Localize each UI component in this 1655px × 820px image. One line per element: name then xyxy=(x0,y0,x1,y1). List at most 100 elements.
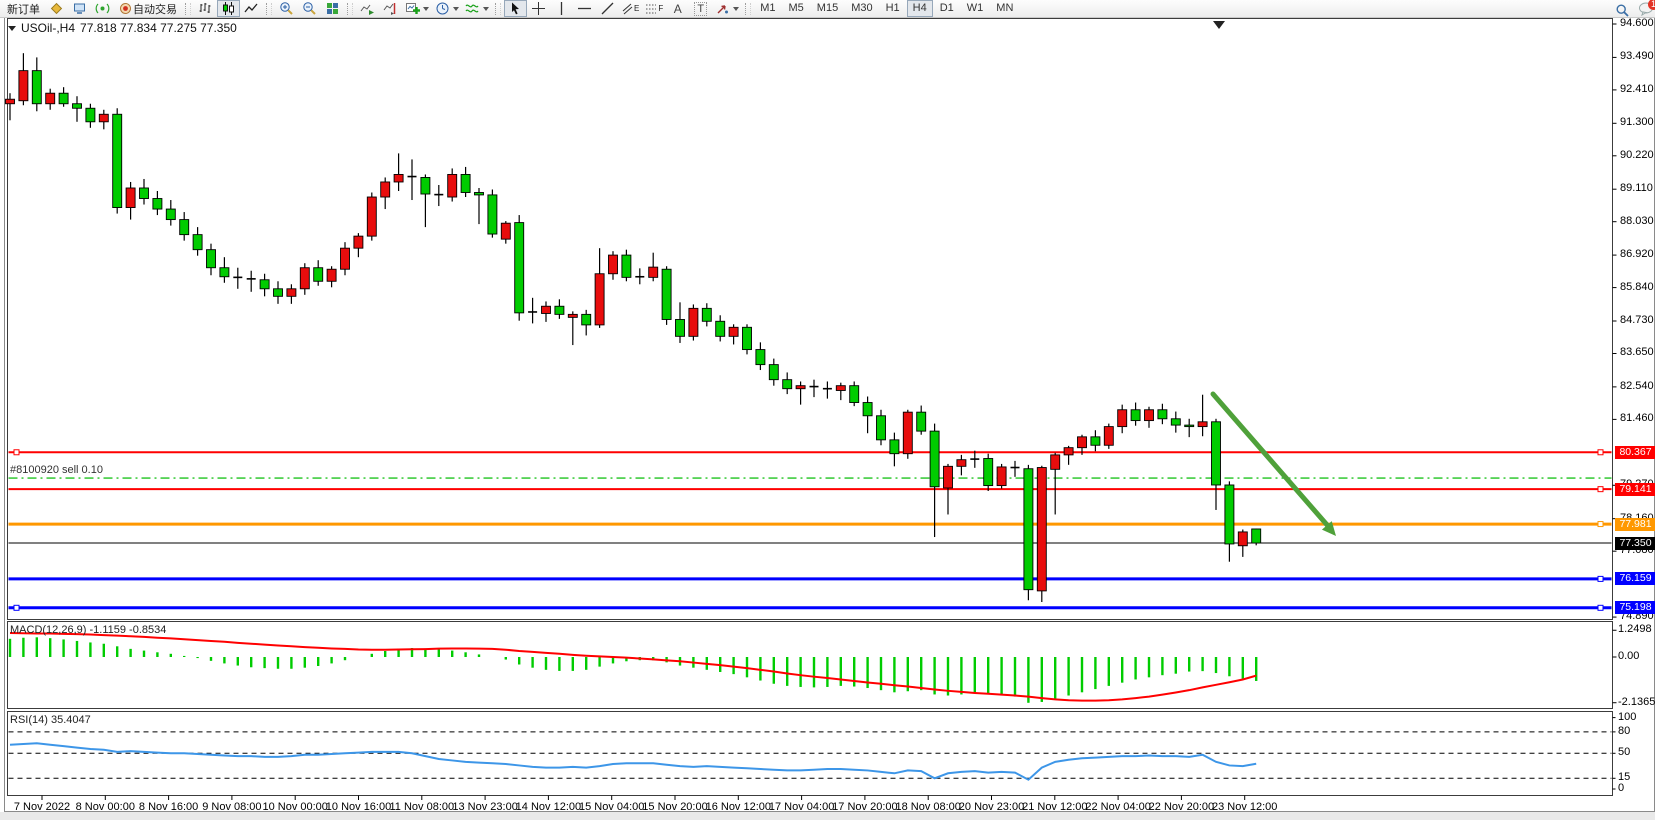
new-chart-icon xyxy=(406,3,420,14)
autotrading-label: 自动交易 xyxy=(133,3,177,16)
profiles-button[interactable] xyxy=(432,0,462,17)
radar-icon xyxy=(95,3,110,14)
price-axis-label: 86.920 xyxy=(1620,248,1654,261)
candlestick-view-button[interactable] xyxy=(217,0,240,17)
time-axis-label: 10 Nov 16:00 xyxy=(325,801,392,813)
vertical-line-tool-button[interactable] xyxy=(550,0,573,17)
macd-axis-label: 1.2498 xyxy=(1618,623,1652,636)
price-axis-label: 94.600 xyxy=(1620,17,1654,29)
timeframe-mn[interactable]: MN xyxy=(996,2,1014,14)
rsi-name: RSI(14) xyxy=(10,714,48,726)
tile-windows-icon xyxy=(327,3,338,14)
timeframe-h4[interactable]: H4 xyxy=(906,0,933,17)
time-axis-label: 15 Nov 04:00 xyxy=(578,801,645,813)
timeframe-m15[interactable]: M15 xyxy=(816,2,839,14)
price-level-badge: 77.981 xyxy=(1615,517,1655,531)
symbols-icon[interactable] xyxy=(45,0,68,17)
new-order-button[interactable]: 新订单 xyxy=(2,1,45,16)
horizontal-line-tool-button[interactable] xyxy=(573,0,596,17)
new-chart-button[interactable] xyxy=(402,0,432,17)
fibonacci-tool-button[interactable]: F xyxy=(642,0,666,17)
market-watch-icon[interactable] xyxy=(68,0,91,17)
label-tool-letter: T xyxy=(694,1,708,16)
price-axis-label: 90.220 xyxy=(1620,148,1654,161)
macd-label: MACD(12,26,9) -1.1159 -0.8534 xyxy=(10,624,166,636)
tile-windows-button[interactable] xyxy=(321,0,344,17)
timeframe-h1[interactable]: H1 xyxy=(885,2,900,14)
arrows-tool-button[interactable] xyxy=(712,0,742,17)
toolbar-grip xyxy=(185,2,191,15)
auto-scroll-button[interactable] xyxy=(356,0,379,17)
notifications-button[interactable]: 1 xyxy=(1638,0,1655,19)
macd-axis-label: -2.1365 xyxy=(1618,695,1655,708)
autotrading-button[interactable]: 自动交易 xyxy=(114,1,182,16)
toolbar-grip xyxy=(495,2,501,15)
time-axis-label: 21 Nov 12:00 xyxy=(1022,801,1088,813)
channel-icon xyxy=(622,3,633,15)
chart-shift-button[interactable] xyxy=(379,0,402,17)
timeframe-m30[interactable]: M30 xyxy=(851,2,873,14)
price-axis-label: 85.840 xyxy=(1620,280,1654,293)
channel-tool-button[interactable]: E xyxy=(619,0,642,17)
trendline-tool-button[interactable] xyxy=(596,0,619,17)
timeframe-d1[interactable]: D1 xyxy=(939,2,954,14)
trendline-icon xyxy=(601,2,614,15)
line-chart-view-button[interactable] xyxy=(240,0,263,17)
bar-chart-view-button[interactable] xyxy=(194,0,217,17)
price-axis-label: 89.110 xyxy=(1620,182,1653,195)
time-axis-label: 23 Nov 12:00 xyxy=(1211,801,1278,813)
macd-name: MACD(12,26,9) xyxy=(10,624,87,636)
time-axis-label: 9 Nov 08:00 xyxy=(202,801,262,813)
toolbar-grip xyxy=(347,2,353,15)
toolbar-grip xyxy=(745,2,752,15)
price-level-badge: 80.367 xyxy=(1615,445,1655,459)
search-icon xyxy=(1616,3,1629,17)
clock-icon xyxy=(436,2,449,15)
line-chart-icon xyxy=(244,3,258,13)
rsi-label: RSI(14) 35.4047 xyxy=(10,714,91,726)
time-axis-label: 20 Nov 23:00 xyxy=(958,801,1025,813)
bar-chart-icon xyxy=(199,3,211,13)
fibonacci-letter: F xyxy=(658,4,664,13)
price-axis-label: 82.540 xyxy=(1620,379,1654,392)
price-level-badge: 75.198 xyxy=(1615,601,1655,615)
zoom-out-button[interactable] xyxy=(298,0,321,17)
autotrading-icon xyxy=(120,3,131,14)
rsi-axis-label: 50 xyxy=(1618,746,1631,759)
crosshair-icon xyxy=(532,2,545,15)
timeframe-m1[interactable]: M1 xyxy=(760,2,776,14)
text-tool-button[interactable]: A xyxy=(666,0,689,17)
horizontal-line-icon xyxy=(578,7,591,10)
time-axis-label: 17 Nov 20:00 xyxy=(832,801,898,813)
dropdown-caret-icon xyxy=(453,6,459,11)
macd-value: -1.1159 xyxy=(89,624,126,636)
cursor-tool-button[interactable] xyxy=(504,0,527,17)
symbol-dropdown-icon[interactable] xyxy=(8,25,16,31)
time-axis-label: 10 Nov 00:00 xyxy=(262,801,328,813)
rsi-axis-label: 100 xyxy=(1618,710,1637,723)
connection-icon[interactable] xyxy=(91,0,114,17)
zoom-in-icon xyxy=(280,2,293,15)
gold-diamond-icon xyxy=(50,2,63,15)
time-axis-label: 15 Nov 20:00 xyxy=(642,801,708,813)
time-axis-label: 16 Nov 12:00 xyxy=(705,801,772,813)
rsi-value: 35.4047 xyxy=(50,714,91,726)
fibonacci-icon xyxy=(646,4,657,14)
current-price-badge: 77.350 xyxy=(1615,536,1655,550)
text-label-tool-button[interactable]: T xyxy=(689,0,712,17)
vertical-line-icon xyxy=(560,2,563,15)
timeframe-m5[interactable]: M5 xyxy=(788,2,804,14)
search-button[interactable] xyxy=(1611,2,1634,19)
chart-title: USOil-,H4 77.818 77.834 77.275 77.350 xyxy=(8,21,237,35)
price-axis-label: 84.730 xyxy=(1620,313,1654,326)
indicators-button[interactable] xyxy=(462,0,492,17)
time-axis-label: 8 Nov 00:00 xyxy=(75,801,135,813)
candlestick-icon xyxy=(223,2,234,15)
price-level-badge: 76.159 xyxy=(1615,572,1655,586)
time-axis-label: 17 Nov 04:00 xyxy=(768,801,835,813)
crosshair-tool-button[interactable] xyxy=(527,0,550,17)
timeframe-group: M1 M5 M15 M30 H1 H4 D1 W1 MN xyxy=(754,0,1019,17)
zoom-in-button[interactable] xyxy=(275,0,298,17)
timeframe-w1[interactable]: W1 xyxy=(966,2,984,14)
time-axis-label: 7 Nov 2022 xyxy=(13,801,71,813)
